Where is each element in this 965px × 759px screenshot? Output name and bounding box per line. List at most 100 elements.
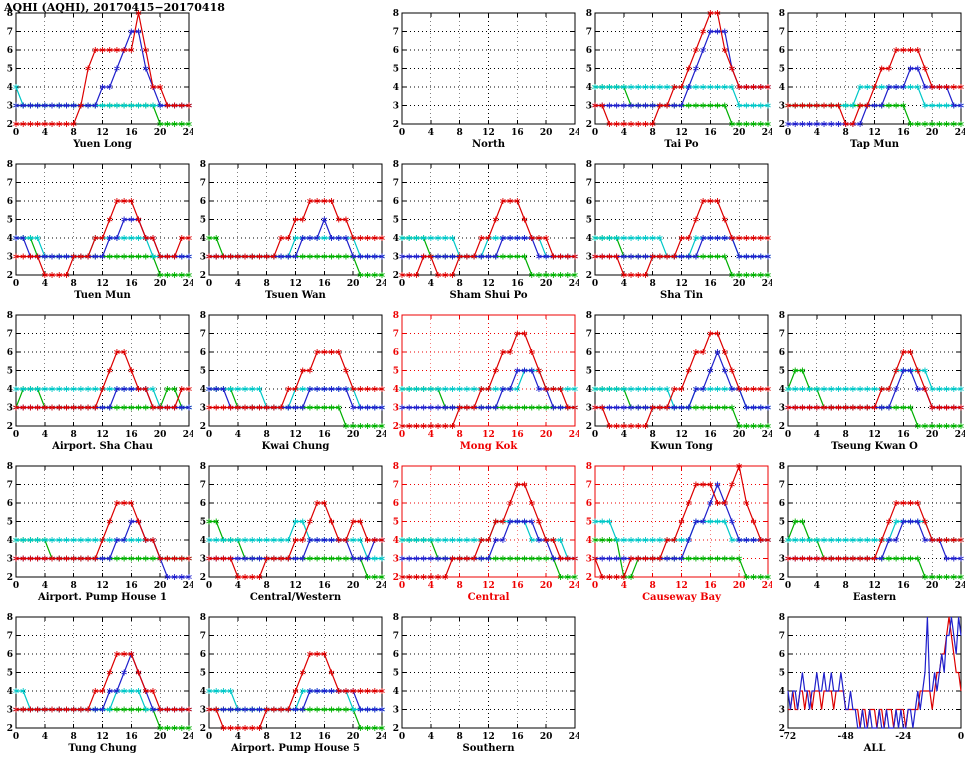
y-tick-label: 6 [200, 650, 206, 660]
station-label-tseung-kwan-o: Tseung Kwan O [831, 441, 918, 452]
x-tick-label: 4 [235, 279, 241, 289]
y-tick-label: 6 [7, 197, 13, 207]
x-tick-label: 24 [762, 279, 772, 289]
y-tick-label: 8 [393, 160, 399, 170]
x-tick-label: 8 [843, 128, 849, 138]
x-tick-label: 8 [650, 279, 656, 289]
y-tick-label: 5 [586, 65, 592, 75]
chart-central: 0 4 8 12 16 20 24 2 3 4 5 6 7 8 Central [393, 462, 582, 603]
series-line-green [787, 369, 961, 427]
y-tick-label: 7 [586, 179, 592, 189]
y-tick-label: 6 [779, 348, 785, 358]
y-tick-label: 3 [7, 253, 13, 263]
series-markers-red [592, 330, 771, 429]
y-tick-label: 2 [7, 120, 13, 130]
x-tick-label: 16 [318, 581, 331, 591]
x-tick-label: 0 [958, 732, 964, 742]
y-tick-label: 5 [7, 216, 13, 226]
y-tick-label: 8 [586, 462, 592, 472]
station-label-central: Central [468, 592, 510, 603]
x-tick-label: 24 [762, 128, 772, 138]
y-tick-label: 8 [779, 462, 785, 472]
station-label-tuen-mun: Tuen Mun [74, 290, 131, 301]
x-tick-label: 16 [511, 581, 524, 591]
x-tick-label: 0 [206, 732, 212, 742]
station-label-sham-shui-po: Sham Shui Po [450, 290, 528, 301]
y-tick-label: 3 [7, 404, 13, 414]
chart-cell-tung-chung: 0 4 8 12 16 20 24 2 3 4 5 6 7 8 Tung Chung [0, 604, 196, 755]
y-tick-label: 4 [7, 687, 13, 697]
y-tick-label: 7 [779, 330, 785, 340]
x-tick-label: 24 [762, 430, 772, 440]
x-tick-label: 4 [235, 732, 241, 742]
series-markers-red [13, 198, 192, 278]
y-tick-label: 7 [7, 330, 13, 340]
chart-cell-tseung-kwan-o: 0 4 8 12 16 20 24 2 3 4 5 6 7 8 Tseung Kwan O [772, 302, 965, 453]
y-tick-label: 8 [586, 311, 592, 321]
x-tick-label: 4 [428, 581, 434, 591]
x-tick-label: 8 [457, 430, 463, 440]
station-label-tai-po: Tai Po [664, 139, 698, 150]
chart-cell-kwai-chung: 0 4 8 12 16 20 24 2 3 4 5 6 7 8 Kwai Chung [193, 302, 389, 453]
y-tick-label: 5 [200, 367, 206, 377]
x-tick-label: -48 [838, 732, 854, 742]
x-tick-label: 4 [814, 430, 820, 440]
series-markers-red [399, 481, 578, 580]
x-tick-label: 8 [650, 128, 656, 138]
x-tick-label: 24 [183, 279, 193, 289]
x-tick-label: 0 [592, 581, 598, 591]
x-tick-label: 24 [376, 430, 386, 440]
y-tick-label: 2 [779, 724, 785, 734]
x-tick-label: 20 [733, 279, 746, 289]
chart-cell-airport-pump-house-5: 0 4 8 12 16 20 24 2 3 4 5 6 7 8 Airport. Pump House 5 [193, 604, 389, 755]
y-tick-label: 3 [779, 706, 785, 716]
y-tick-label: 7 [7, 632, 13, 642]
y-tick-label: 3 [779, 555, 785, 565]
x-tick-label: 16 [318, 430, 331, 440]
x-tick-label: 12 [96, 430, 109, 440]
x-tick-label: 16 [125, 128, 138, 138]
series-markers-red [785, 500, 964, 562]
y-tick-label: 3 [7, 555, 13, 565]
x-tick-label: 12 [868, 430, 881, 440]
y-tick-label: 4 [779, 83, 785, 93]
y-tick-label: 4 [7, 536, 13, 546]
station-label-airport-pump-house-5: Airport. Pump House 5 [230, 743, 360, 754]
series-markers-red [785, 47, 964, 127]
y-tick-label: 5 [200, 518, 206, 528]
x-tick-label: 0 [399, 128, 405, 138]
y-tick-label: 8 [7, 9, 13, 19]
x-tick-label: 24 [569, 279, 579, 289]
x-tick-label: 0 [13, 128, 19, 138]
chart-cell-airport-pump-house-1: 0 4 8 12 16 20 24 2 3 4 5 6 7 8 Airport. Pump House 1 [0, 453, 196, 604]
y-tick-label: 7 [393, 481, 399, 491]
x-tick-label: 20 [347, 279, 360, 289]
y-tick-label: 3 [393, 706, 399, 716]
y-tick-label: 6 [200, 499, 206, 509]
x-tick-label: 20 [540, 430, 553, 440]
chart-cell-tai-po: 0 4 8 12 16 20 24 2 3 4 5 6 7 8 Tai Po [579, 0, 775, 151]
x-tick-label: 4 [42, 430, 48, 440]
x-tick-label: 4 [235, 581, 241, 591]
x-tick-label: 8 [457, 128, 463, 138]
chart-sha-tin: 0 4 8 12 16 20 24 2 3 4 5 6 7 8 Sha Tin [586, 160, 775, 301]
y-tick-label: 2 [393, 573, 399, 583]
y-tick-label: 2 [200, 724, 206, 734]
chart-cell-tsuen-wan: 0 4 8 12 16 20 24 2 3 4 5 6 7 8 Tsuen Wan [193, 151, 389, 302]
y-tick-label: 8 [393, 613, 399, 623]
y-tick-label: 2 [200, 573, 206, 583]
chart-cell-eastern: 0 4 8 12 16 20 24 2 3 4 5 6 7 8 Eastern [772, 453, 965, 604]
y-tick-label: 5 [779, 518, 785, 528]
x-tick-label: 12 [289, 581, 302, 591]
y-tick-label: 4 [200, 385, 206, 395]
x-tick-label: 16 [704, 279, 717, 289]
y-tick-label: 7 [7, 28, 13, 38]
x-tick-label: 0 [399, 279, 405, 289]
y-tick-label: 7 [779, 28, 785, 38]
x-tick-label: 12 [96, 732, 109, 742]
